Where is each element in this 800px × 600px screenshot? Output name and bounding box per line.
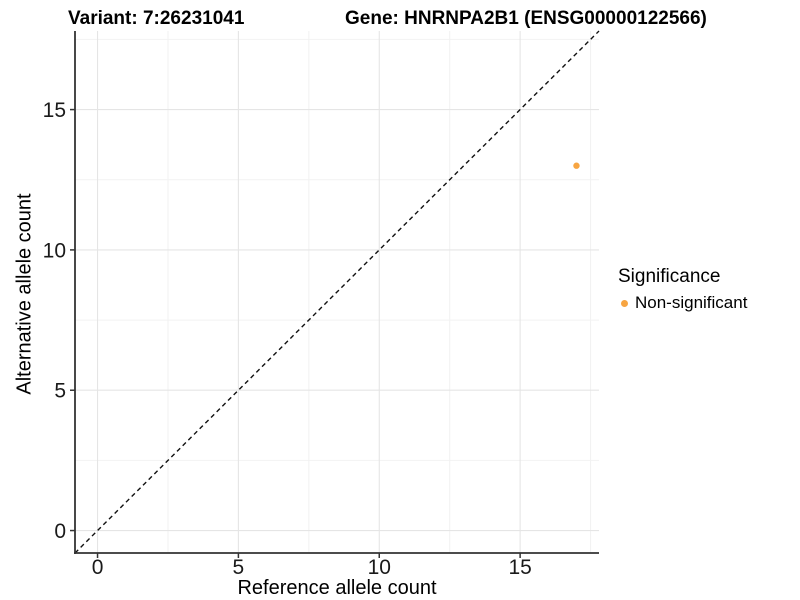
x-tick-label: 15 [508,556,531,579]
y-tick-label: 15 [43,99,66,122]
legend-point-icon [621,299,628,307]
legend-item-non-significant: Non-significant [618,293,747,313]
y-tick-label: 10 [43,239,66,262]
x-tick-label: 10 [368,556,391,579]
x-tick-label: 0 [92,556,104,579]
identity-line [74,30,600,554]
y-tick-label: 0 [54,520,66,543]
gene-title: Gene: HNRNPA2B1 (ENSG00000122566) [345,8,707,29]
x-tick-label: 5 [233,556,245,579]
legend-item-label: Non-significant [635,293,748,312]
variant-title: Variant: 7:26231041 [68,8,245,29]
x-axis-title: Reference allele count [237,577,437,599]
y-tick-label: 5 [54,380,66,403]
y-axis-title: Alternative allele count [13,193,36,395]
data-point [573,162,580,169]
legend-title: Significance [618,266,721,287]
legend: Significance Non-significant [618,266,747,313]
